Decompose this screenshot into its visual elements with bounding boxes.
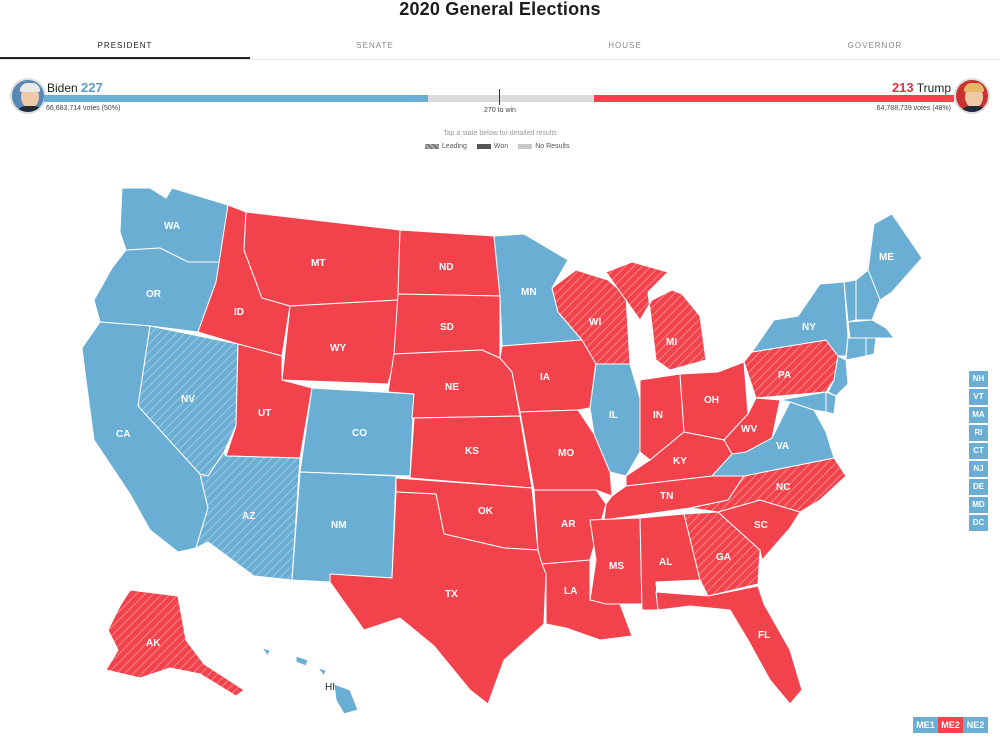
state-sd[interactable] bbox=[393, 293, 501, 359]
legend-leading-label: Leading bbox=[442, 143, 467, 150]
state-ms[interactable] bbox=[589, 517, 643, 605]
win-threshold-marker bbox=[499, 89, 500, 105]
win-threshold-label: 270 to win bbox=[484, 107, 516, 114]
us-election-map: WA OR CA NV ID MT WY UT AZ CO NM ND SD N… bbox=[81, 187, 923, 715]
state-de-shape[interactable] bbox=[825, 391, 837, 415]
no-results-swatch bbox=[518, 144, 533, 149]
trump-name-block: 213 Trump bbox=[892, 80, 951, 95]
legend-no-results: No Results bbox=[518, 143, 569, 150]
state-mt[interactable] bbox=[243, 211, 401, 307]
state-nm[interactable] bbox=[291, 471, 397, 583]
tab-president[interactable]: PRESIDENT bbox=[0, 38, 250, 59]
tab-senate[interactable]: SENATE bbox=[356, 41, 394, 50]
leading-swatch bbox=[425, 144, 439, 149]
legend-won: Won bbox=[476, 143, 509, 150]
state-ri-shape[interactable] bbox=[865, 337, 877, 357]
state-fl[interactable] bbox=[655, 585, 803, 705]
map-legend: Leading Won No Results bbox=[425, 143, 569, 150]
state-mi[interactable] bbox=[605, 261, 707, 371]
biden-popular-votes: 66,683,714 votes (50%) bbox=[46, 105, 121, 112]
district-me1[interactable]: ME1 bbox=[913, 717, 938, 733]
state-ny[interactable] bbox=[750, 281, 849, 357]
biden-bar-fill bbox=[44, 95, 428, 102]
state-wy[interactable] bbox=[281, 299, 399, 385]
state-ut[interactable] bbox=[225, 343, 313, 459]
tab-governor[interactable]: GOVERNOR bbox=[847, 41, 903, 50]
state-co[interactable] bbox=[299, 387, 415, 477]
trump-name: Trump bbox=[916, 81, 951, 95]
state-nh-shape[interactable] bbox=[855, 269, 881, 321]
state-hi[interactable] bbox=[260, 647, 359, 715]
state-az[interactable] bbox=[195, 451, 301, 581]
biden-name-block: Biden 227 bbox=[47, 80, 103, 95]
small-state-ri[interactable]: RI bbox=[969, 425, 988, 441]
small-state-vt[interactable]: VT bbox=[969, 389, 988, 405]
trump-avatar bbox=[954, 78, 990, 114]
small-states-list: NH VT MA RI CT NJ DE MD DC bbox=[969, 371, 988, 533]
state-ks[interactable] bbox=[409, 415, 533, 489]
legend-leading: Leading bbox=[425, 143, 467, 150]
trump-popular-votes: 64,788,739 votes (48%) bbox=[876, 105, 951, 112]
biden-electoral-votes: 227 bbox=[81, 80, 103, 95]
small-state-dc[interactable]: DC bbox=[969, 515, 988, 531]
won-swatch bbox=[476, 144, 491, 149]
trump-bar-fill bbox=[593, 95, 954, 102]
state-tx[interactable] bbox=[329, 491, 547, 705]
state-wv[interactable] bbox=[723, 397, 781, 455]
biden-name: Biden bbox=[47, 81, 78, 95]
state-md-shape[interactable] bbox=[779, 391, 827, 413]
page-title: 2020 General Elections bbox=[399, 0, 601, 19]
legend-won-label: Won bbox=[493, 143, 509, 150]
small-state-ma[interactable]: MA bbox=[969, 407, 988, 423]
legend-no-results-label: No Results bbox=[535, 143, 570, 150]
small-state-ct[interactable]: CT bbox=[969, 443, 988, 459]
small-state-nj[interactable]: NJ bbox=[969, 461, 988, 477]
state-nd[interactable] bbox=[397, 229, 501, 297]
small-state-nh[interactable]: NH bbox=[969, 371, 988, 387]
race-tabs: PRESIDENT SENATE HOUSE GOVERNOR bbox=[0, 38, 1000, 60]
tap-hint: Tap a state below for detailed results bbox=[443, 130, 557, 137]
small-state-md[interactable]: MD bbox=[969, 497, 988, 513]
biden-avatar bbox=[10, 78, 46, 114]
district-boxes: ME1 ME2 NE2 bbox=[913, 717, 988, 733]
state-ct-shape[interactable] bbox=[845, 337, 867, 361]
district-me2[interactable]: ME2 bbox=[938, 717, 963, 733]
district-ne2[interactable]: NE2 bbox=[963, 717, 988, 733]
state-me[interactable] bbox=[867, 213, 923, 301]
trump-electoral-votes: 213 bbox=[891, 80, 914, 95]
state-ma-shape[interactable] bbox=[847, 319, 896, 339]
state-la[interactable] bbox=[541, 559, 633, 641]
small-state-de[interactable]: DE bbox=[969, 479, 988, 495]
tab-house[interactable]: HOUSE bbox=[608, 41, 642, 50]
state-ak[interactable] bbox=[105, 589, 245, 697]
